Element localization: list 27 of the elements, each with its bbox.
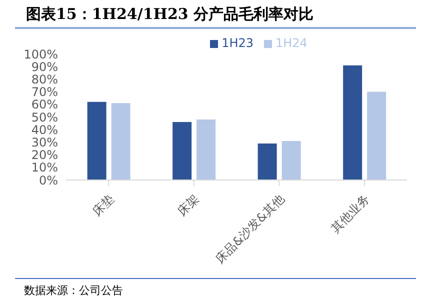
legend-label: 1H23 <box>222 36 254 50</box>
y-tick-label: 70% <box>31 85 58 100</box>
source-note: 数据来源：公司公告 <box>24 283 123 298</box>
bar <box>172 122 192 180</box>
bar <box>367 92 386 180</box>
y-tick-label: 80% <box>31 72 58 86</box>
bar <box>111 103 130 180</box>
y-tick-label: 0% <box>38 173 58 188</box>
y-tick-label: 100% <box>24 47 58 62</box>
x-tick-label: 其他业务 <box>328 192 372 236</box>
bar <box>282 140 301 180</box>
x-tick-label: 床品&沙发&其他 <box>212 192 287 266</box>
x-tick-label: 床垫 <box>90 192 116 219</box>
y-tick-label: 40% <box>31 122 58 137</box>
bar <box>343 65 362 180</box>
y-tick-label: 20% <box>31 148 58 162</box>
bar <box>196 120 216 180</box>
bar <box>258 143 277 180</box>
x-tick-label: 床架 <box>174 192 202 219</box>
legend-label: 1H24 <box>276 36 308 50</box>
y-tick-label: 30% <box>31 135 58 150</box>
y-tick-label: 50% <box>31 110 58 124</box>
chart-title: 图表15：1H24/1H23 分产品毛利率对比 <box>26 5 314 24</box>
y-tick-label: 90% <box>31 60 58 74</box>
bar <box>87 102 106 180</box>
y-tick-label: 60% <box>31 98 58 112</box>
y-tick-label: 10% <box>31 160 58 175</box>
